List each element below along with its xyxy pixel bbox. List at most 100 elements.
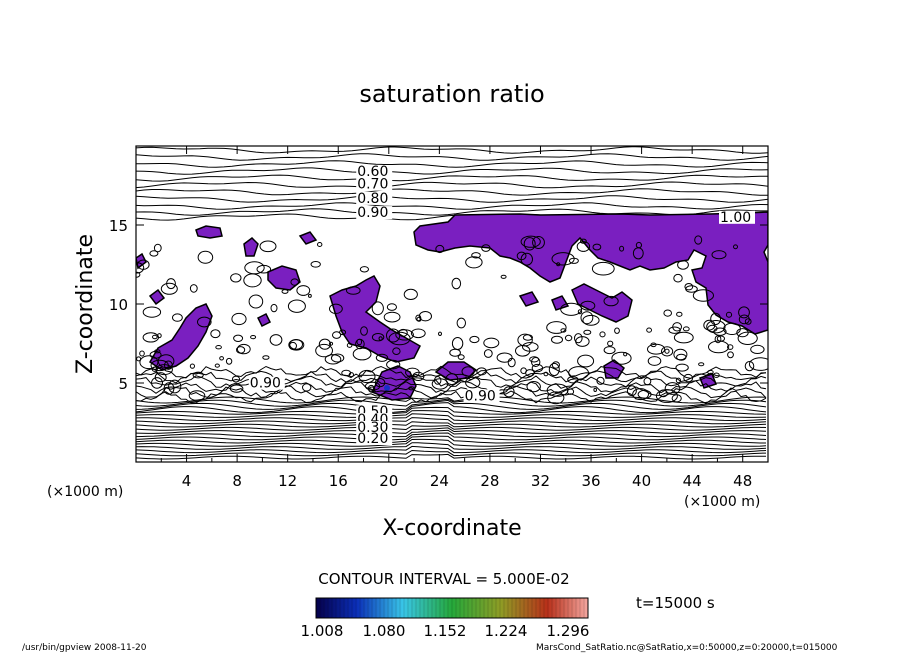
contour-loop: [694, 235, 703, 245]
x-tick-label: 44: [683, 472, 702, 490]
y-axis-ticks: 5 10 15: [109, 217, 768, 393]
contour-loop: [546, 321, 567, 334]
contour-loop: [723, 322, 741, 335]
contour-loop: [456, 317, 466, 329]
contour-loop: [671, 394, 682, 403]
contour-loop: [356, 338, 363, 346]
contour-loop: [371, 333, 385, 342]
contour-loop: [582, 314, 600, 326]
contour-loop: [529, 356, 540, 363]
contour-loop: [189, 284, 198, 293]
contour-loop: [197, 250, 214, 264]
contour-loop: [154, 372, 167, 383]
contour-loop: [551, 252, 575, 266]
contour-loop: [560, 328, 567, 333]
contour-loop: [471, 252, 481, 259]
contour-loop: [675, 363, 689, 372]
contour-loop: [738, 314, 750, 325]
contour-loop: [583, 329, 592, 335]
x-tick-label: 20: [379, 472, 398, 490]
contour-loop: [668, 326, 681, 334]
contour-line: [136, 181, 768, 189]
contour-line: [136, 442, 767, 450]
contour-loop: [250, 335, 257, 340]
contour-loop: [496, 352, 513, 363]
contour-loop: [225, 357, 233, 365]
blue-spot: [384, 385, 390, 391]
contour-loop: [287, 299, 306, 313]
contour-loop: [332, 331, 342, 339]
contour-loop: [270, 303, 278, 313]
contour-loop: [259, 240, 277, 253]
x-tick-label: 4: [182, 472, 192, 490]
contour-line: [136, 174, 768, 182]
contour-loop: [592, 243, 602, 251]
contour-loop: [683, 373, 694, 383]
region-small-c: [148, 288, 166, 306]
contour-label: 1.00: [720, 210, 751, 226]
contour-loop: [137, 259, 150, 270]
contour-loop: [623, 352, 628, 357]
contour-loop: [395, 329, 414, 341]
contour-loop: [330, 353, 345, 363]
contour-loop: [405, 367, 420, 378]
contour-loop: [526, 381, 541, 393]
contour-loop: [149, 350, 162, 359]
contour-loop: [635, 241, 643, 249]
contour-loop: [516, 251, 527, 261]
contour-line: [136, 370, 767, 384]
contour-label: 0.60: [357, 164, 388, 180]
x-tick-label: 24: [430, 472, 449, 490]
contour-loop: [664, 382, 681, 395]
contour-loop: [591, 261, 615, 276]
contour-loop: [551, 361, 561, 369]
contour-loop: [663, 309, 673, 317]
contour-loop: [375, 353, 389, 362]
contour-loop: [483, 337, 500, 349]
region-right-lower: [571, 283, 633, 323]
contour-loop: [710, 312, 721, 326]
contour-loop: [503, 386, 515, 398]
contour-line: [136, 153, 768, 161]
contour-line: [136, 429, 767, 438]
contour-loop: [707, 324, 718, 333]
region-left-big: [149, 303, 213, 371]
contour-loop: [431, 378, 449, 390]
contour-loop: [310, 261, 321, 268]
contour-loop: [136, 262, 145, 274]
contour-line: [136, 427, 767, 434]
contour-line: [136, 425, 767, 431]
contour-loop: [139, 350, 145, 357]
contour-loop: [703, 319, 716, 331]
contour-loop: [449, 348, 461, 357]
contour-loop: [329, 303, 343, 314]
contour-loop: [403, 288, 418, 300]
contour-loop: [733, 244, 738, 250]
contour-loop: [684, 283, 694, 291]
x-axis-label: X-coordinate: [382, 516, 521, 541]
contour-line: [136, 390, 767, 404]
contour-loop: [619, 245, 625, 252]
contour-line: [136, 402, 767, 414]
contour-label-bg: [719, 210, 755, 224]
contour-line: [136, 449, 767, 457]
contour-loop: [328, 341, 334, 346]
y-tick-label: 10: [109, 296, 128, 314]
contour-loop: [551, 335, 563, 344]
contour-loop: [262, 355, 270, 360]
contour-loop: [386, 303, 397, 311]
contour-loop: [580, 311, 594, 325]
contour-loop: [675, 377, 682, 384]
region-small-b: [243, 237, 259, 257]
contour-loop: [339, 329, 347, 336]
contour-line: [136, 380, 767, 394]
contour-loop: [318, 338, 331, 350]
contour-loop: [650, 342, 657, 348]
contour-loop: [725, 311, 733, 318]
contour-loop: [547, 391, 565, 405]
contour-label-bg: [356, 421, 393, 434]
contour-line: [136, 438, 767, 447]
contour-label-bg: [356, 191, 393, 205]
contour-loop: [673, 331, 694, 344]
